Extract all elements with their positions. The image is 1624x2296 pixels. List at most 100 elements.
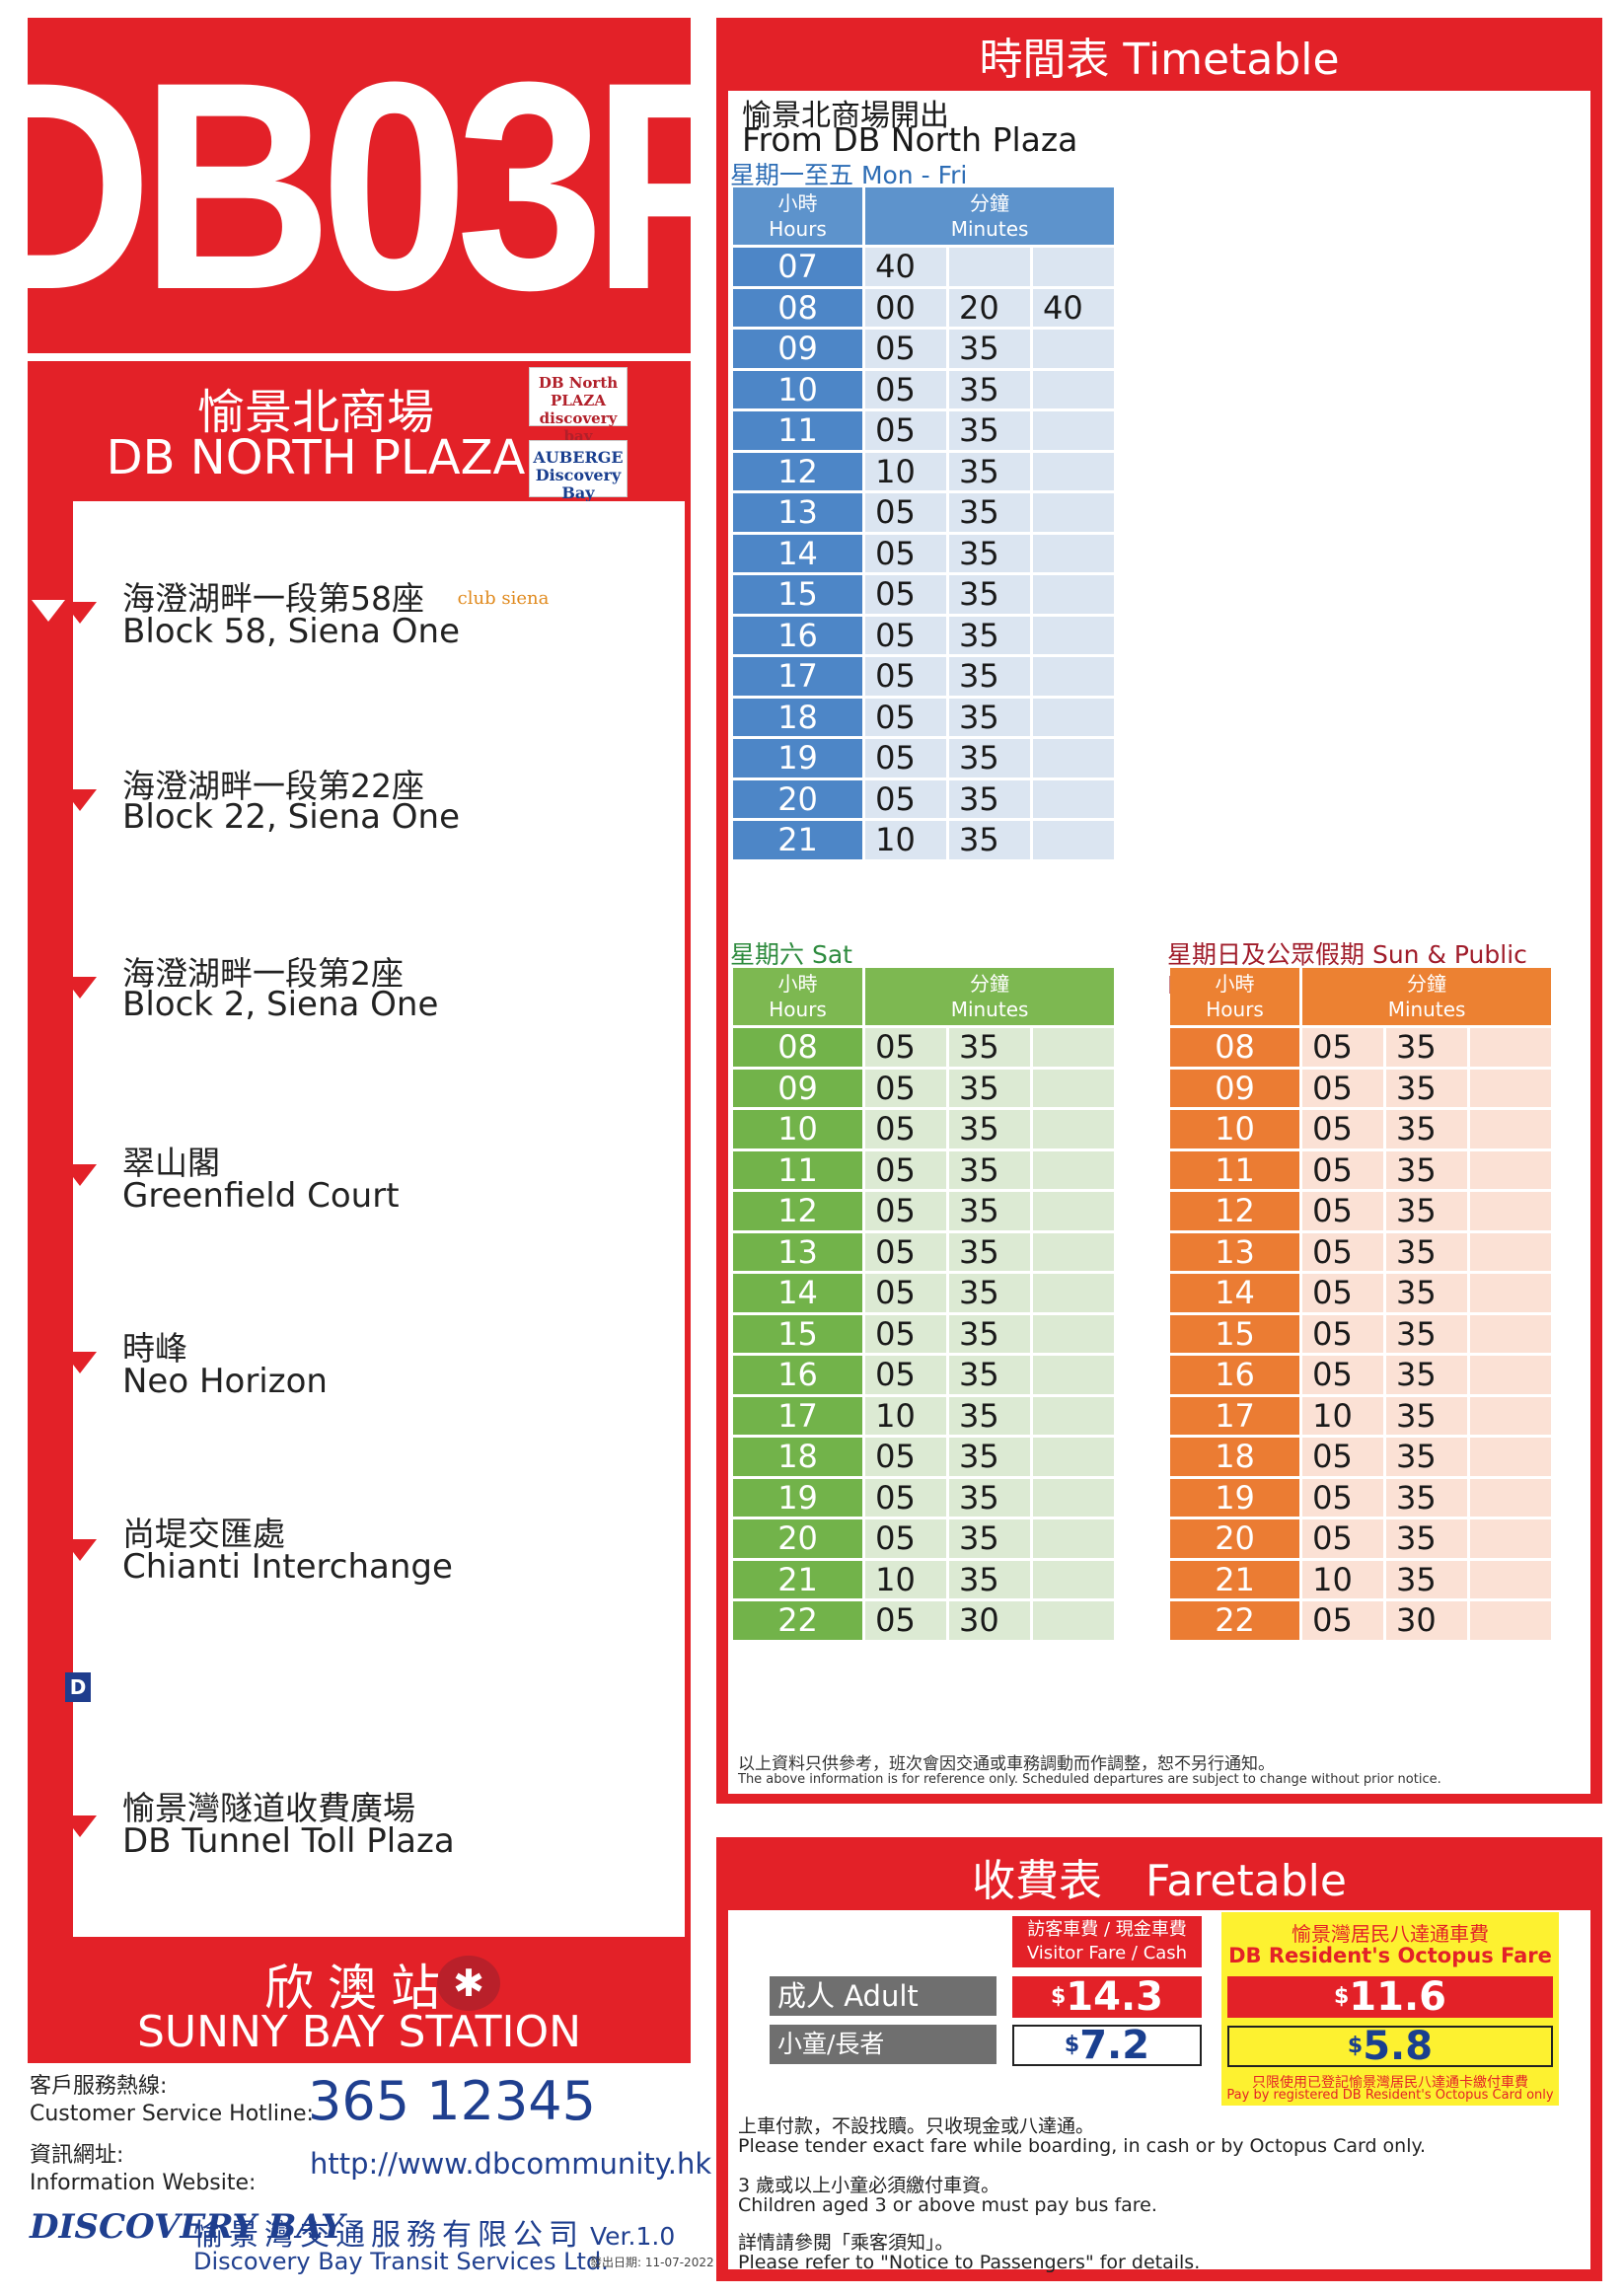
website-link[interactable]: http://www.dbcommunity.hk	[310, 2147, 712, 2181]
hour-cell: 18	[1170, 1438, 1300, 1476]
timetable-row: 10 05 35	[733, 1110, 1114, 1148]
stop-arrow-icon	[63, 977, 97, 999]
stop-name-en: Greenfield Court	[122, 1176, 400, 1216]
timetable-row: 09 05 35	[733, 330, 1114, 368]
minute-cell: 05	[1302, 1438, 1384, 1476]
hour-cell: 10	[733, 370, 863, 408]
route-code-box: DB03P	[0, 18, 770, 353]
hour-cell: 10	[733, 1110, 863, 1148]
club-siena-logo: club siena	[457, 588, 550, 609]
minutes-header: 分鐘 Minutes	[865, 968, 1114, 1025]
minute-cell: 35	[949, 1274, 1030, 1312]
timetable-row: 14 05 35	[733, 1274, 1114, 1312]
hour-cell: 17	[733, 657, 863, 696]
mtr-station-marker-icon: D	[65, 1672, 91, 1702]
hour-cell: 07	[733, 248, 863, 286]
minute-cell: 05	[865, 657, 947, 696]
hour-cell: 22	[1170, 1601, 1300, 1640]
timetable-row: 16 05 35	[1170, 1356, 1551, 1394]
minute-cell: 05	[865, 1438, 947, 1476]
timetable-row: 08 05 35	[1170, 1028, 1551, 1067]
minute-cell	[1469, 1232, 1551, 1271]
minute-cell	[1032, 1192, 1114, 1230]
hours-header: 小時 Hours	[733, 187, 863, 245]
sunday-holiday-timetable: 小時 Hours 分鐘 Minutes 08 05 35 09 05 35 10 05 35 11 05…	[1167, 965, 1554, 1643]
hour-cell: 19	[733, 739, 863, 778]
minute-cell	[1032, 1356, 1114, 1394]
minute-cell: 00	[865, 288, 947, 327]
discovery-bay-logo: DISCOVERY BAY	[30, 2207, 345, 2247]
hour-cell: 20	[1170, 1519, 1300, 1558]
minute-cell	[1032, 1560, 1114, 1598]
hotline-number[interactable]: 365 12345	[308, 2070, 597, 2132]
minute-cell: 05	[865, 330, 947, 368]
minute-cell	[1032, 493, 1114, 532]
timetable-row: 14 05 35	[733, 534, 1114, 572]
website-label-zh: 資訊網址:	[30, 2143, 124, 2168]
minute-cell	[1032, 575, 1114, 614]
minute-cell: 05	[865, 1601, 947, 1640]
destination-name-zh: 欣澳站	[264, 1960, 454, 2017]
child-visitor-fare: $7.2	[1012, 2025, 1202, 2066]
timetable-row: 15 05 35	[1170, 1314, 1551, 1353]
timetable-row: 20 05 35	[733, 1519, 1114, 1558]
company-name-zh: 愉景灣交通服務有限公司	[193, 2218, 584, 2253]
minute-cell: 05	[1302, 1028, 1384, 1067]
minute-cell	[1469, 1396, 1551, 1435]
timetable-row: 13 05 35	[733, 493, 1114, 532]
minute-cell: 40	[865, 248, 947, 286]
fare-note-zh: 詳情請參閱「乘客須知」。	[738, 2232, 954, 2254]
timetable-row: 10 05 35	[733, 370, 1114, 408]
minute-cell: 05	[865, 1150, 947, 1189]
minute-cell: 35	[1386, 1192, 1467, 1230]
timetable-row: 19 05 35	[1170, 1478, 1551, 1517]
minute-cell: 05	[865, 493, 947, 532]
minute-cell: 05	[865, 1232, 947, 1271]
minute-cell	[1032, 1438, 1114, 1476]
minute-cell: 35	[949, 698, 1030, 736]
minute-cell: 35	[949, 1150, 1030, 1189]
minute-cell: 05	[865, 698, 947, 736]
stop-name-zh: 愉景灣隧道收費廣場	[122, 1789, 415, 1827]
stop-arrow-icon	[32, 600, 65, 622]
stop-name-zh: 海澄湖畔一段第22座	[122, 767, 424, 805]
minute-cell: 35	[949, 1192, 1030, 1230]
minute-cell: 35	[1386, 1110, 1467, 1148]
hour-cell: 21	[733, 1560, 863, 1598]
minute-cell	[1032, 739, 1114, 778]
minute-cell: 30	[1386, 1601, 1467, 1640]
timetable-row: 07 40	[733, 248, 1114, 286]
minute-cell: 35	[949, 1478, 1030, 1517]
hotline-label-en: Customer Service Hotline:	[30, 2102, 314, 2126]
stop-arrow-icon	[63, 789, 97, 811]
minute-cell: 05	[1302, 1192, 1384, 1230]
hour-cell: 17	[1170, 1396, 1300, 1435]
stop-name-en: Block 58, Siena One	[122, 612, 461, 651]
hour-cell: 22	[733, 1601, 863, 1640]
hour-cell: 12	[733, 1192, 863, 1230]
minute-cell: 05	[865, 616, 947, 654]
minute-cell: 05	[865, 1110, 947, 1148]
hour-cell: 10	[1170, 1110, 1300, 1148]
timetable-title: 時間表 Timetable	[979, 35, 1340, 85]
timetable-row: 08 05 35	[733, 1028, 1114, 1067]
hour-cell: 12	[733, 452, 863, 490]
minute-cell: 35	[1386, 1069, 1467, 1107]
adult-resident-fare: $11.6	[1227, 1976, 1553, 2018]
minute-cell	[1032, 1601, 1114, 1640]
minute-cell: 05	[1302, 1274, 1384, 1312]
timetable-row: 14 05 35	[1170, 1274, 1551, 1312]
minute-cell	[1469, 1069, 1551, 1107]
stop-name-en: Block 22, Siena One	[122, 797, 461, 837]
minute-cell: 35	[949, 1396, 1030, 1435]
route-line	[32, 501, 65, 1922]
minute-cell: 05	[865, 534, 947, 572]
hour-cell: 17	[733, 1396, 863, 1435]
minute-cell: 05	[865, 739, 947, 778]
minute-cell: 10	[865, 1560, 947, 1598]
stop-arrow-icon	[63, 1815, 97, 1837]
fare-note-zh: 3 歲或以上小童必須繳付車資。	[738, 2175, 1000, 2196]
timetable-row: 17 10 35	[1170, 1396, 1551, 1435]
minute-cell: 35	[949, 330, 1030, 368]
